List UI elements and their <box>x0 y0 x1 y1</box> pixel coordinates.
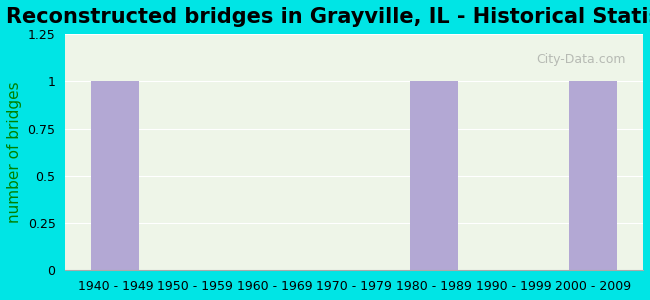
Bar <box>569 81 617 270</box>
Bar <box>410 81 458 270</box>
Bar <box>92 81 139 270</box>
Title: Reconstructed bridges in Grayville, IL - Historical Statistics: Reconstructed bridges in Grayville, IL -… <box>6 7 650 27</box>
Text: City-Data.com: City-Data.com <box>536 53 626 66</box>
Y-axis label: number of bridges: number of bridges <box>7 81 22 223</box>
